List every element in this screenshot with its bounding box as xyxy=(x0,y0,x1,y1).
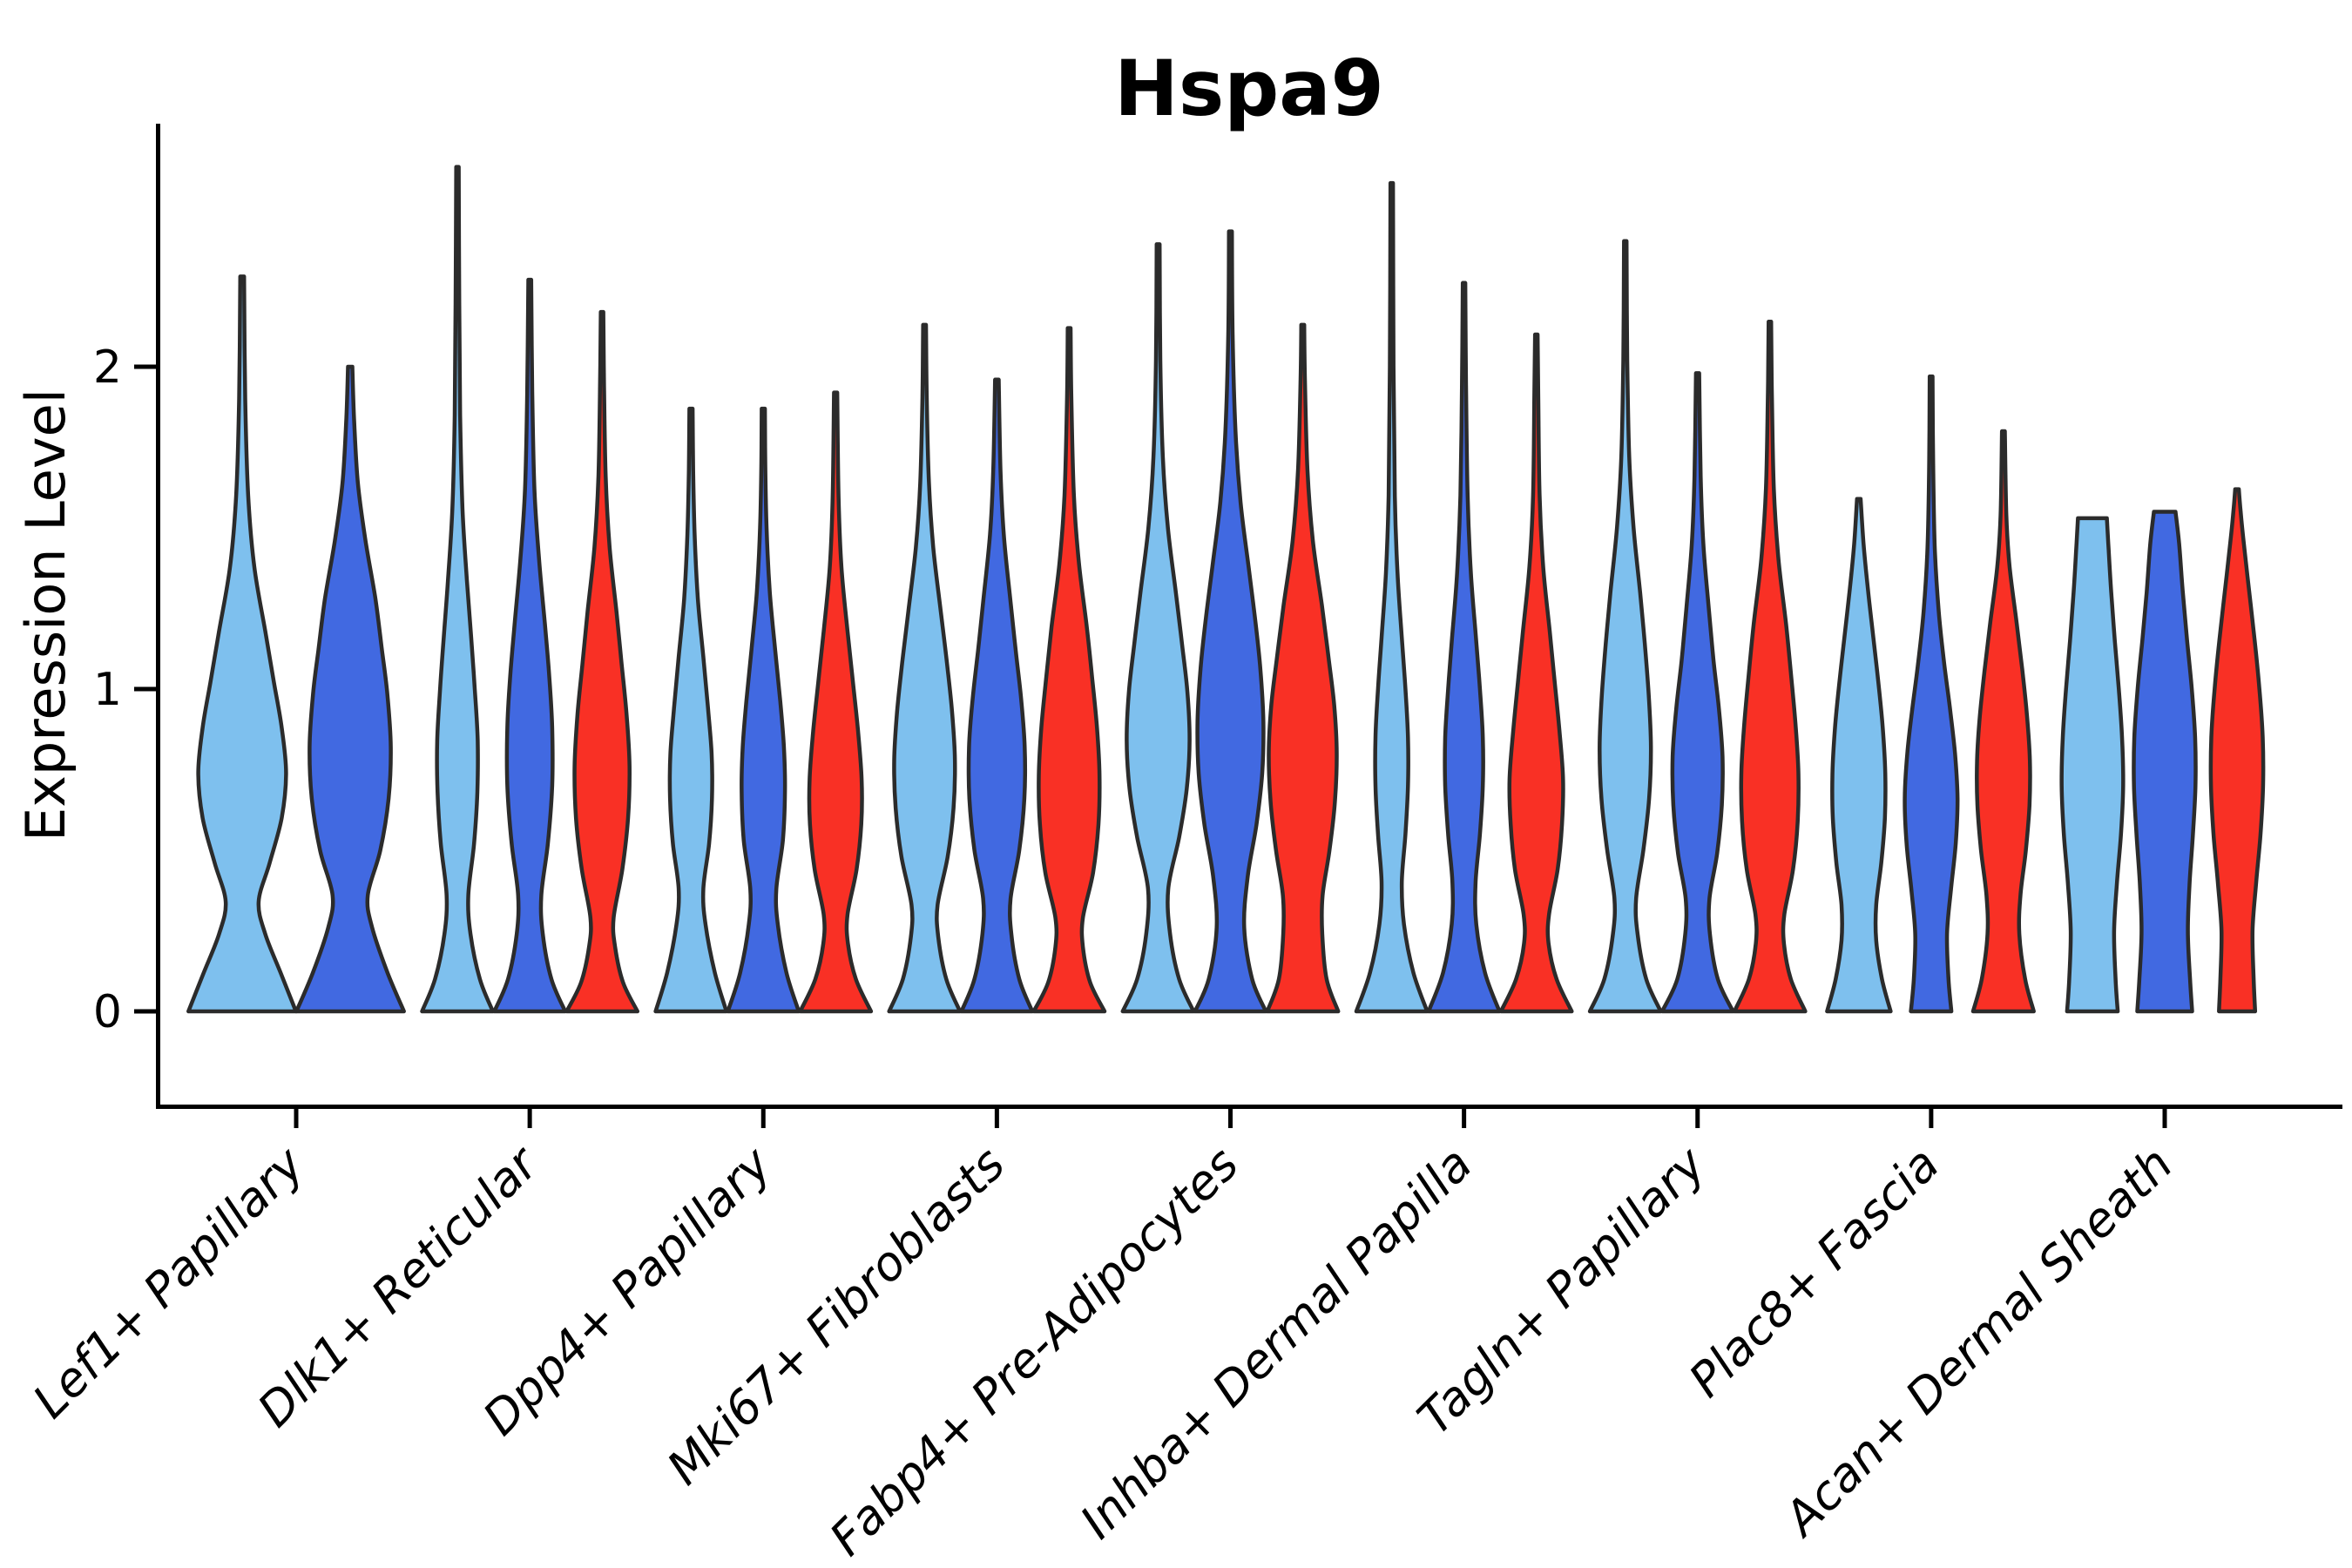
violin-red xyxy=(1732,319,1808,1014)
x-tick-mark xyxy=(994,1109,999,1128)
violin-blue xyxy=(1193,229,1268,1014)
x-tick-mark xyxy=(294,1109,299,1128)
y-axis-ticks: 0 1 2 xyxy=(93,341,156,1038)
violin-series-group xyxy=(186,165,2266,1014)
violin-lightblue xyxy=(1354,180,1429,1014)
violin-lightblue xyxy=(2059,516,2126,1014)
violin-group-fabp4-pre-adipocytes xyxy=(1120,229,1341,1014)
x-tick-mark xyxy=(527,1109,532,1128)
violin-group-inhba-dermal-papilla xyxy=(1354,180,1574,1014)
violin-blue xyxy=(2132,510,2198,1014)
violin-red xyxy=(1265,322,1341,1014)
violin-group-acan-dermal-sheath xyxy=(2059,487,2266,1014)
violin-group-tagln-papillary xyxy=(1587,239,1808,1014)
violin-blue xyxy=(1903,374,1960,1014)
violin-lightblue xyxy=(420,165,496,1014)
x-tick-mark xyxy=(1695,1109,1700,1128)
violin-red xyxy=(564,309,640,1014)
y-tick-mark xyxy=(134,686,156,692)
y-tick-mark xyxy=(134,364,156,369)
violin-lightblue xyxy=(1587,239,1663,1014)
violin-red xyxy=(1970,429,2036,1014)
x-tick-mark xyxy=(1228,1109,1233,1128)
y-tick-label: 2 xyxy=(93,341,122,394)
violin-group-dpp4-papillary xyxy=(653,390,874,1014)
violin-red xyxy=(1498,332,1574,1014)
x-tick-mark xyxy=(760,1109,766,1128)
violin-group-plac8-fascia xyxy=(1825,374,2036,1014)
x-tick-mark xyxy=(1462,1109,1467,1128)
violin-red xyxy=(1031,326,1107,1014)
y-tick-label: 0 xyxy=(93,986,122,1038)
violin-lightblue xyxy=(653,406,729,1014)
x-axis-spine xyxy=(156,1105,2342,1109)
y-axis-spine xyxy=(156,124,160,1109)
violin-group-dlk1-reticular xyxy=(420,165,640,1014)
y-axis-label: Expression Level xyxy=(14,389,78,841)
violin-blue xyxy=(726,406,801,1014)
violin-lightblue xyxy=(887,322,963,1014)
violin-red xyxy=(798,390,874,1014)
violin-group-lef1-papillary xyxy=(186,274,406,1014)
violin-blue xyxy=(959,377,1035,1014)
chart-title: Hspa9 xyxy=(1114,44,1384,133)
violin-red xyxy=(2208,487,2266,1014)
violin-lightblue xyxy=(186,274,298,1014)
x-tick-mark xyxy=(1929,1109,1934,1128)
violin-blue xyxy=(492,277,568,1014)
y-tick-mark xyxy=(134,1009,156,1014)
violin-blue xyxy=(1426,280,1502,1014)
violin-group-mki67-fibroblasts xyxy=(887,322,1107,1014)
violin-lightblue xyxy=(1825,497,1893,1014)
y-tick-label: 1 xyxy=(93,664,122,716)
violin-blue xyxy=(294,364,406,1014)
violin-lightblue xyxy=(1120,242,1196,1014)
violin-blue xyxy=(1659,371,1735,1014)
x-tick-mark xyxy=(2162,1109,2167,1128)
